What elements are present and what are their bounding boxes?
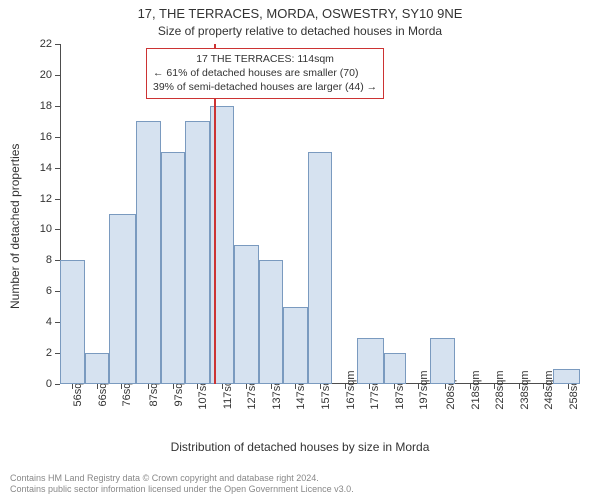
annotation-line: 39% of semi-detached houses are larger (… (153, 80, 377, 94)
histogram-bar (430, 338, 455, 384)
histogram-bar (161, 152, 186, 384)
credits-line1: Contains HM Land Registry data © Crown c… (10, 473, 354, 485)
y-tick (55, 44, 60, 45)
y-tick (55, 75, 60, 76)
histogram-bar (308, 152, 333, 384)
histogram-bar (357, 338, 384, 384)
y-tick-label: 6 (46, 285, 52, 297)
y-tick-label: 10 (40, 223, 52, 235)
y-tick-label: 2 (46, 347, 52, 359)
y-tick-label: 14 (40, 162, 52, 174)
y-tick-label: 18 (40, 100, 52, 112)
credits: Contains HM Land Registry data © Crown c… (10, 473, 354, 496)
y-tick-label: 22 (40, 38, 52, 50)
y-tick-label: 8 (46, 254, 52, 266)
annotation-box: 17 THE TERRACES: 114sqm← 61% of detached… (146, 48, 384, 99)
x-tick-label: 218sqm (470, 370, 482, 409)
x-tick-label: 238sqm (519, 370, 531, 409)
plot-area: 024681012141618202256sqm66sqm76sqm87sqm9… (60, 44, 580, 384)
credits-line2: Contains public sector information licen… (10, 484, 354, 496)
annotation-line: 17 THE TERRACES: 114sqm (153, 52, 377, 66)
x-axis-label: Distribution of detached houses by size … (0, 440, 600, 454)
y-axis-label: Number of detached properties (8, 144, 22, 309)
histogram-bar (60, 260, 85, 384)
histogram-bar (553, 369, 580, 384)
chart-title-main: 17, THE TERRACES, MORDA, OSWESTRY, SY10 … (0, 6, 600, 21)
y-tick-label: 0 (46, 378, 52, 390)
y-tick (55, 384, 60, 385)
y-tick (55, 137, 60, 138)
y-tick (55, 199, 60, 200)
y-tick-label: 16 (40, 131, 52, 143)
histogram-bar (185, 121, 210, 384)
histogram-bar (136, 121, 161, 384)
x-tick-label: 167sqm (345, 370, 357, 409)
histogram-bar (384, 353, 406, 384)
chart-title-sub: Size of property relative to detached ho… (0, 24, 600, 38)
annotation-line: ← 61% of detached houses are smaller (70… (153, 66, 377, 80)
y-tick (55, 106, 60, 107)
histogram-bar (283, 307, 308, 384)
y-tick-label: 20 (40, 69, 52, 81)
histogram-bar (234, 245, 259, 384)
x-tick-label: 197sqm (418, 370, 430, 409)
x-tick-label: 228sqm (494, 370, 506, 409)
histogram-chart: 17, THE TERRACES, MORDA, OSWESTRY, SY10 … (0, 0, 600, 500)
y-tick-label: 12 (40, 193, 52, 205)
histogram-bar (259, 260, 284, 384)
y-tick-label: 4 (46, 316, 52, 328)
histogram-bar (85, 353, 110, 384)
y-tick (55, 168, 60, 169)
y-tick (55, 229, 60, 230)
histogram-bar (109, 214, 136, 384)
